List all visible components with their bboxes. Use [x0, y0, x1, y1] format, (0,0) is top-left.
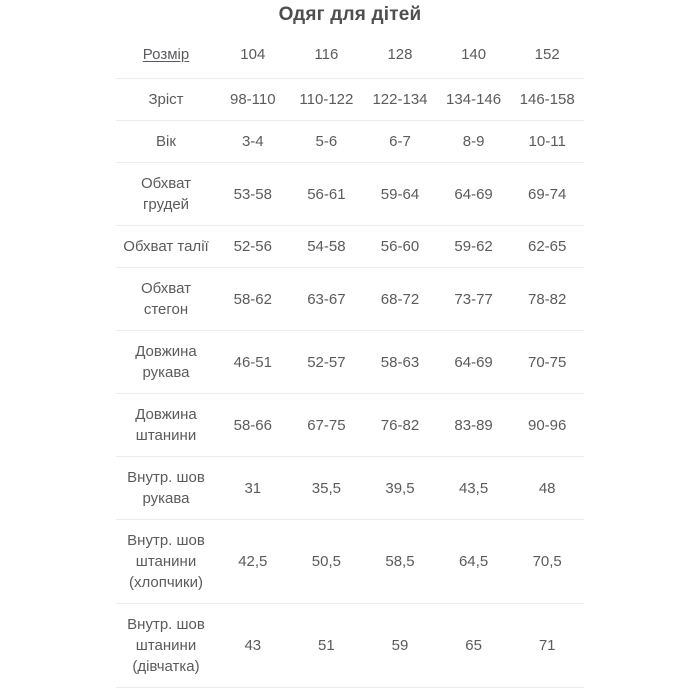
table-row-hips: Обхват стегон 58-62 63-67 68-72 73-77 78… [116, 267, 584, 331]
cell-value: 83-89 [436, 393, 511, 457]
cell-value: 52-57 [289, 330, 364, 394]
size-column-header: 128 [363, 31, 437, 79]
size-column-header: 152 [510, 31, 584, 79]
cell-value: 56-61 [289, 162, 364, 226]
cell-value: 59-62 [436, 225, 511, 268]
size-header-link[interactable]: Розмір [142, 46, 190, 63]
row-label: Довжина штанини [116, 393, 216, 457]
cell-value: 70,5 [510, 519, 584, 604]
cell-value: 58-62 [216, 267, 290, 331]
cell-value: 39,5 [363, 456, 437, 520]
cell-value: 31 [216, 456, 290, 520]
cell-value: 43 [216, 603, 290, 688]
cell-value: 78-82 [510, 267, 584, 331]
table-row-inner-sleeve-seam: Внутр. шов рукава 31 35,5 39,5 43,5 48 [116, 456, 584, 520]
row-label: Внутр. шов штанини (дівчатка) [116, 603, 216, 688]
size-table: Розмір 104 116 128 140 152 Зріст 98-110 … [116, 31, 584, 688]
row-label: Внутр. шов рукава [116, 456, 216, 520]
cell-value: 59-64 [363, 162, 437, 226]
cell-value: 65 [436, 603, 511, 688]
cell-value: 54-58 [289, 225, 364, 268]
cell-value: 51 [289, 603, 364, 688]
size-column-header: 140 [436, 31, 511, 79]
cell-value: 42,5 [216, 519, 290, 604]
cell-value: 64,5 [436, 519, 511, 604]
cell-value: 68-72 [363, 267, 437, 331]
cell-value: 58-63 [363, 330, 437, 394]
cell-value: 59 [363, 603, 437, 688]
cell-value: 70-75 [510, 330, 584, 394]
table-row-pant-length: Довжина штанини 58-66 67-75 76-82 83-89 … [116, 393, 584, 457]
size-column-header: 104 [216, 31, 290, 79]
table-row-sleeve-length: Довжина рукава 46-51 52-57 58-63 64-69 7… [116, 330, 584, 394]
cell-value: 6-7 [363, 120, 437, 163]
cell-value: 52-56 [216, 225, 290, 268]
cell-value: 43,5 [436, 456, 511, 520]
cell-value: 46-51 [216, 330, 290, 394]
cell-value: 67-75 [289, 393, 364, 457]
cell-value: 76-82 [363, 393, 437, 457]
cell-value: 122-134 [363, 78, 437, 121]
cell-value: 90-96 [510, 393, 584, 457]
cell-value: 5-6 [289, 120, 364, 163]
size-header-cell: Розмір [116, 31, 216, 79]
row-label: Обхват грудей [116, 162, 216, 226]
row-label: Внутр. шов штанини (хлопчики) [116, 519, 216, 604]
cell-value: 10-11 [510, 120, 584, 163]
cell-value: 50,5 [289, 519, 364, 604]
cell-value: 58-66 [216, 393, 290, 457]
cell-value: 35,5 [289, 456, 364, 520]
cell-value: 56-60 [363, 225, 437, 268]
cell-value: 3-4 [216, 120, 290, 163]
table-row-inner-pant-seam-boys: Внутр. шов штанини (хлопчики) 42,5 50,5 … [116, 519, 584, 604]
cell-value: 73-77 [436, 267, 511, 331]
cell-value: 110-122 [289, 78, 364, 121]
table-row-height: Зріст 98-110 110-122 122-134 134-146 146… [116, 78, 584, 121]
cell-value: 53-58 [216, 162, 290, 226]
cell-value: 134-146 [436, 78, 511, 121]
cell-value: 64-69 [436, 330, 511, 394]
header-row: Розмір 104 116 128 140 152 [116, 31, 584, 79]
row-label: Обхват талії [116, 225, 216, 268]
cell-value: 69-74 [510, 162, 584, 226]
cell-value: 64-69 [436, 162, 511, 226]
row-label: Вік [116, 120, 216, 163]
cell-value: 63-67 [289, 267, 364, 331]
cell-value: 8-9 [436, 120, 511, 163]
table-row-inner-pant-seam-girls: Внутр. шов штанини (дівчатка) 43 51 59 6… [116, 603, 584, 688]
table-row-age: Вік 3-4 5-6 6-7 8-9 10-11 [116, 120, 584, 163]
cell-value: 146-158 [510, 78, 584, 121]
cell-value: 98-110 [216, 78, 290, 121]
cell-value: 58,5 [363, 519, 437, 604]
row-label: Обхват стегон [116, 267, 216, 331]
page-title: Одяг для дітей [278, 4, 422, 25]
table-row-chest: Обхват грудей 53-58 56-61 59-64 64-69 69… [116, 162, 584, 226]
cell-value: 62-65 [510, 225, 584, 268]
cell-value: 71 [510, 603, 584, 688]
cell-value: 48 [510, 456, 584, 520]
table-row-waist: Обхват талії 52-56 54-58 56-60 59-62 62-… [116, 225, 584, 268]
size-column-header: 116 [289, 31, 364, 79]
row-label: Зріст [116, 78, 216, 121]
row-label: Довжина рукава [116, 330, 216, 394]
